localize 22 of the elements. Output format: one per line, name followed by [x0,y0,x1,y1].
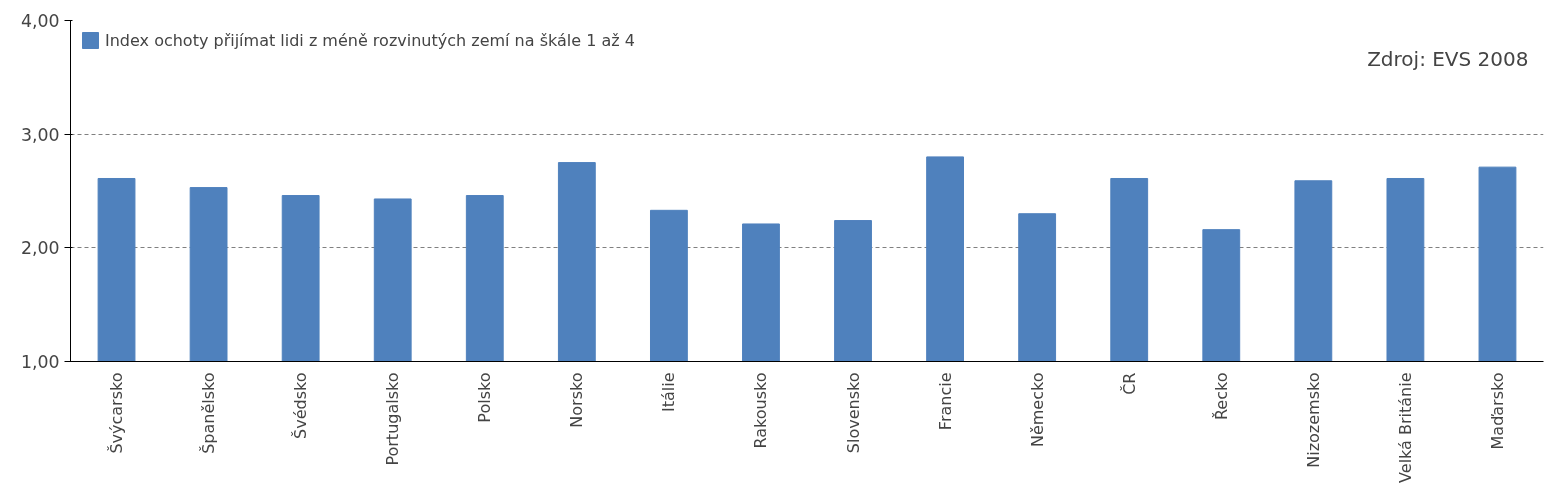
x-tick-label: Rakousko [751,372,771,449]
x-tick-label: Maďarsko [1487,372,1507,450]
y-tick-label: 2,00 [20,238,60,259]
x-tick-label: Španělsko [199,372,219,454]
x-tick-label: Itálie [659,372,679,413]
x-tick-label: Portugalsko [383,372,403,466]
y-tick-label: 4,00 [20,11,60,31]
x-tick-label: Nizozemsko [1303,372,1323,468]
x-tick-label: Švýcarsko [107,372,127,454]
annotation: Zdroj: EVS 2008 [1367,46,1529,71]
x-tick-label: Polsko [475,372,495,423]
y-tick-label: 3,00 [20,124,60,145]
x-tick-label: Slovensko [843,372,863,454]
x-tick-label: Francie [935,372,955,431]
x-tick-label: Švédsko [291,372,311,439]
x-tick-label: Velká Británie [1395,372,1415,483]
legend-label: Index ochoty přijímat lidi z méně rozvinutých zemí na škále 1 až 4 [105,30,635,50]
x-tick-label: Německo [1027,372,1047,448]
x-tick-label: Norsko [567,372,587,428]
x-tick-label: ČR [1119,372,1139,395]
y-tick-label: 1,00 [20,352,60,372]
x-tick-label: Řecko [1211,372,1231,421]
